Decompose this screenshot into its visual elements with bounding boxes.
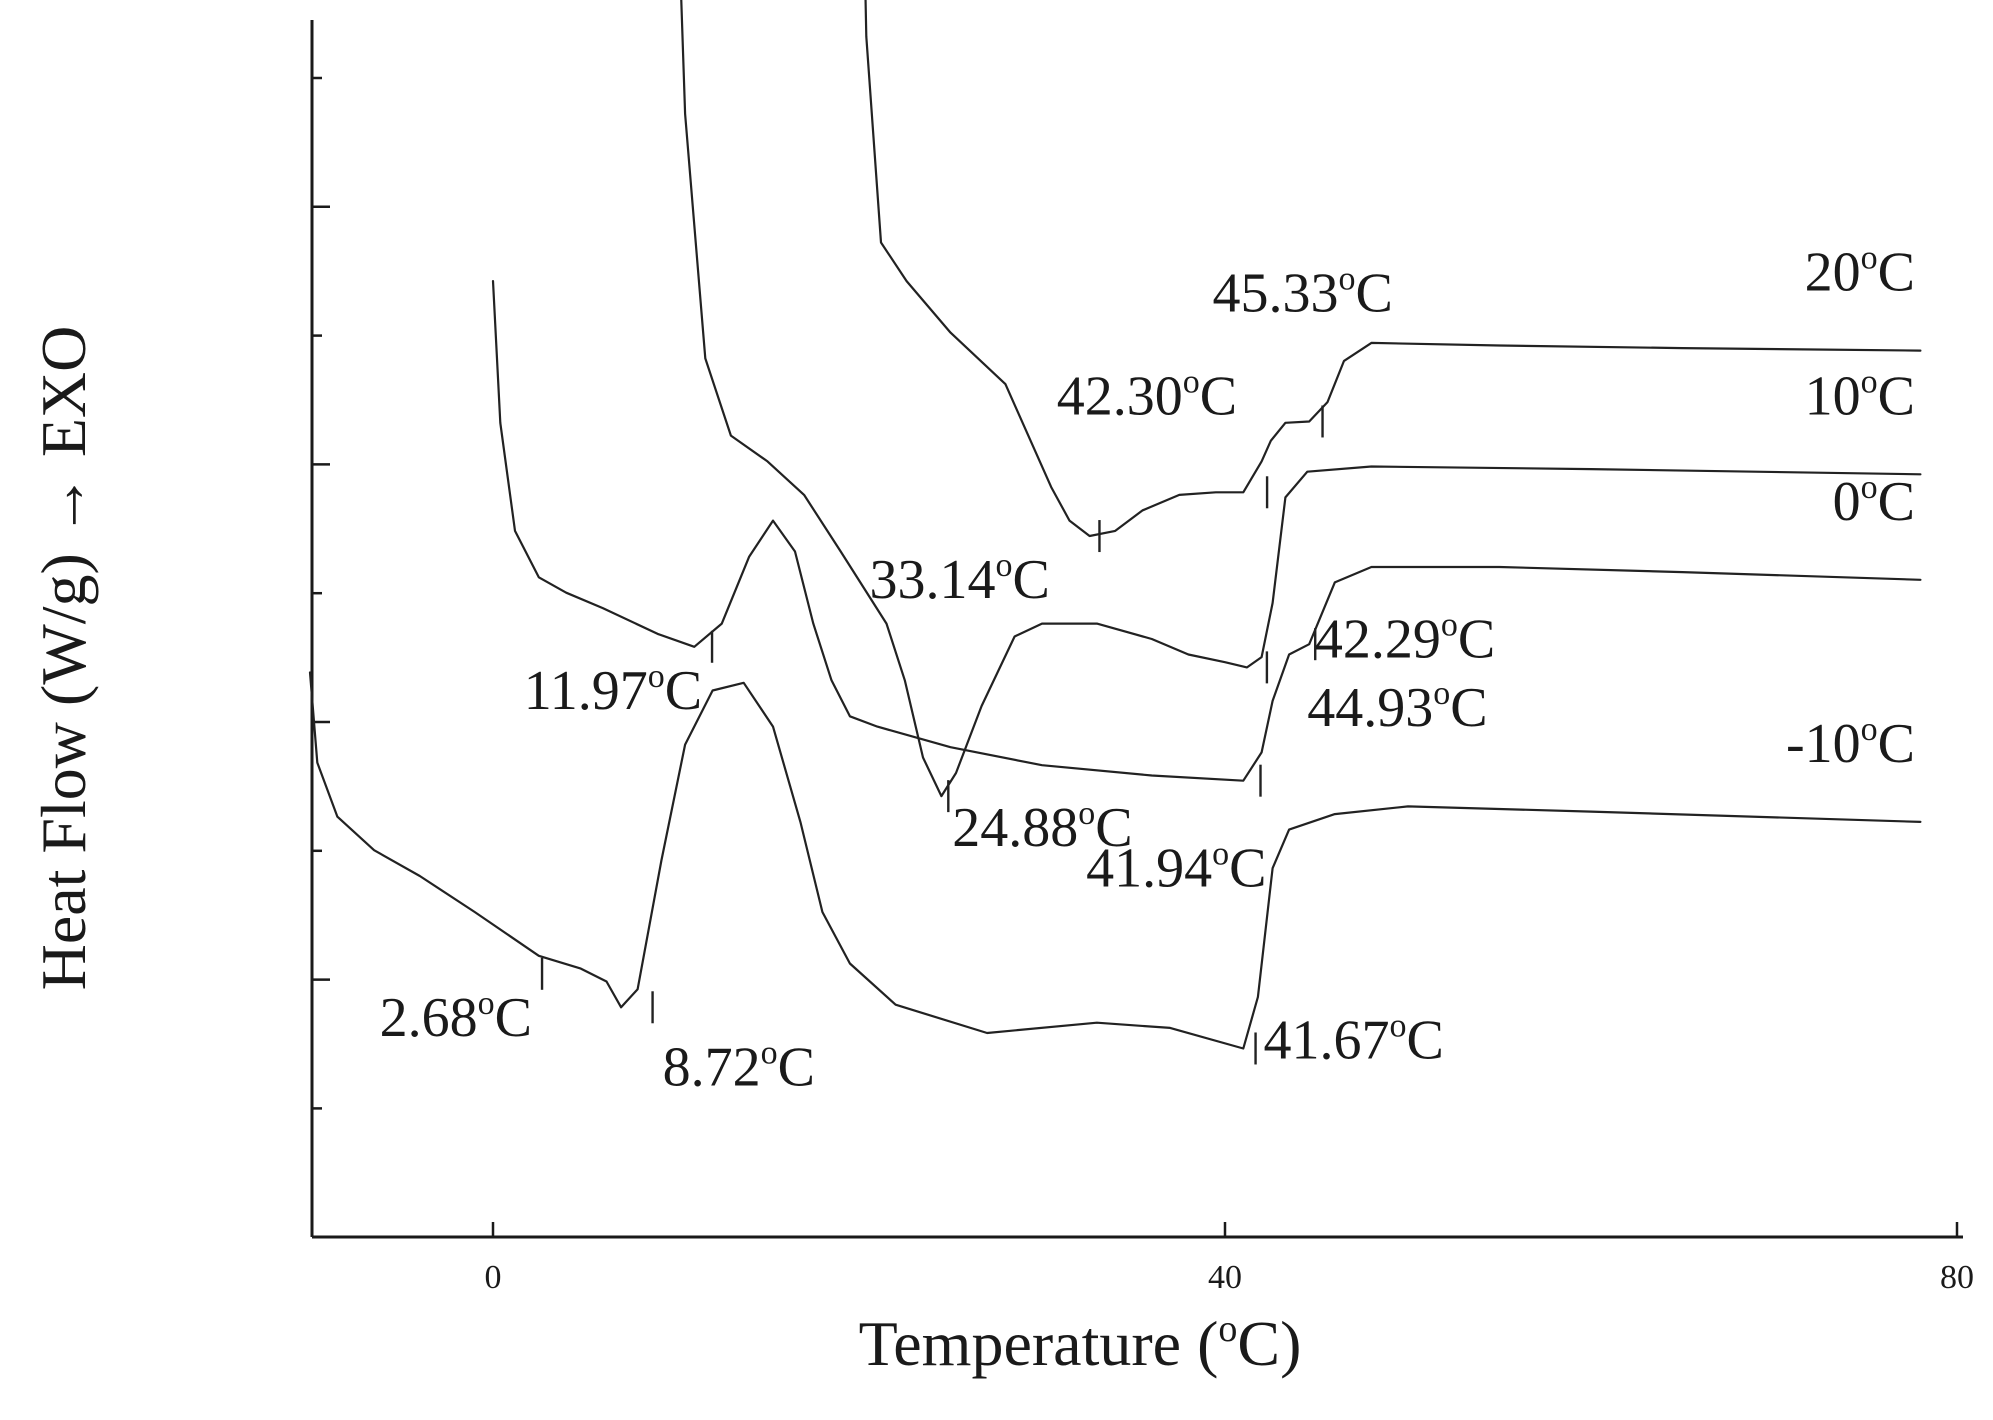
series-label-0: 20oC <box>1805 240 1915 304</box>
annotation-label: 42.29oC <box>1315 606 1495 670</box>
series-label-3: -10oC <box>1786 711 1915 775</box>
x-ticks: 0 40 80 <box>485 1222 1974 1296</box>
y-ticks <box>312 76 330 1239</box>
y-axis-title: Heat Flow (W/g) → EXO <box>28 326 99 991</box>
x-tick-label-0: 0 <box>485 1259 502 1296</box>
series-line-0 <box>864 0 1922 538</box>
series-line-1 <box>680 0 1922 798</box>
series-line-2 <box>491 280 1922 782</box>
x-tick-label-40: 40 <box>1208 1259 1242 1296</box>
annotation-label: 24.88oC <box>952 795 1132 859</box>
annotation-label: 2.68oC <box>380 985 532 1049</box>
annotation-label: 41.67oC <box>1264 1007 1444 1071</box>
annotation-label: 33.14oC <box>869 547 1049 611</box>
annotation-label: 8.72oC <box>663 1034 815 1098</box>
annotation-label: 42.30oC <box>1057 363 1237 427</box>
series-line-3 <box>308 671 1922 1050</box>
annotation-label: 11.97oC <box>524 658 702 722</box>
series-labels: 20oC 10oC 0oC -10oC <box>1786 240 1915 775</box>
annotation-label: 44.93oC <box>1307 675 1487 739</box>
series-label-2: 0oC <box>1833 469 1915 533</box>
x-axis-title: Temperature (oC) <box>859 1308 1302 1379</box>
curves <box>308 0 1922 1050</box>
annotation-label: 45.33oC <box>1213 260 1393 324</box>
annotation-labels: 45.33oC 42.30oC 33.14oC 42.29oC 24.88oC 44.93… <box>380 260 1496 1098</box>
axes <box>310 20 1963 1239</box>
annotation-label: 41.94oC <box>1086 836 1266 900</box>
x-tick-label-80: 80 <box>1940 1259 1974 1296</box>
series-label-1: 10oC <box>1805 363 1915 427</box>
peak-markers <box>540 405 1324 1065</box>
